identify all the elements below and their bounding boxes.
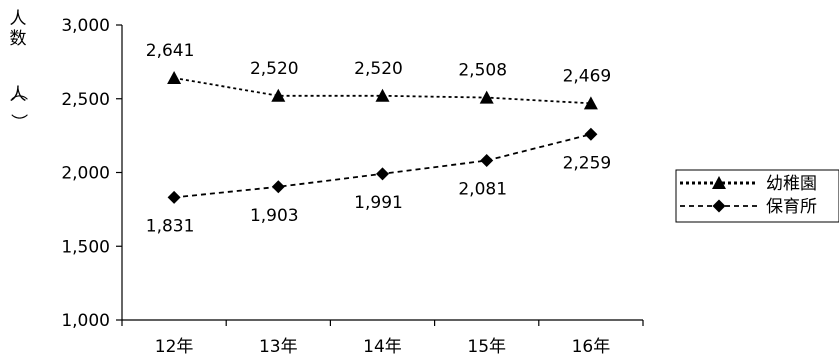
data-label: 2,259 xyxy=(563,153,612,173)
svg-text:人: 人 xyxy=(10,85,27,105)
triangle-marker xyxy=(167,70,182,84)
y-axis-title: 人 数 （ 人 ） xyxy=(8,9,28,131)
x-tick-label: 16年 xyxy=(572,337,611,357)
svg-text:数: 数 xyxy=(10,29,27,49)
legend-diamond-icon xyxy=(712,199,726,213)
y-tick-label: 3,000 xyxy=(61,16,110,36)
x-tick-label: 14年 xyxy=(363,337,402,357)
y-tick-label: 2,000 xyxy=(61,164,110,184)
data-label: 2,081 xyxy=(458,180,507,200)
data-label: 2,520 xyxy=(250,59,299,79)
series-line xyxy=(174,133,592,199)
legend-label: 幼稚園 xyxy=(766,174,817,194)
diamond-marker xyxy=(480,154,494,168)
data-label: 2,641 xyxy=(146,41,195,61)
data-label: 2,520 xyxy=(354,59,403,79)
svg-text:（: （ xyxy=(8,84,28,101)
y-tick-label: 1,000 xyxy=(61,311,110,331)
legend-triangle-icon xyxy=(712,176,726,189)
triangle-marker xyxy=(479,90,494,104)
diamond-marker xyxy=(584,127,598,141)
data-label: 1,831 xyxy=(146,216,195,236)
series-layer: 2,641 2,520 2,520 2,508 2,469 1,831 1,903 1,991… xyxy=(146,41,611,236)
series-保育所: 1,831 1,903 1,991 2,081 2,259 xyxy=(146,127,612,236)
legend-label: 保育所 xyxy=(766,197,817,217)
data-label: 2,508 xyxy=(458,61,507,81)
series-幼稚園: 2,641 2,520 2,520 2,508 2,469 xyxy=(146,41,612,110)
y-ticks: 1,000 1,500 2,000 2,500 3,000 xyxy=(61,16,122,331)
svg-text:人: 人 xyxy=(10,9,27,29)
triangle-marker xyxy=(375,88,390,102)
x-ticks: 12年 13年 14年 15年 16年 xyxy=(121,320,644,357)
y-tick-label: 2,500 xyxy=(61,90,110,110)
x-tick-label: 15年 xyxy=(467,337,506,357)
diamond-marker xyxy=(376,167,389,181)
triangle-marker xyxy=(271,88,286,102)
diamond-marker xyxy=(167,190,181,204)
legend-frame xyxy=(675,169,839,223)
series-line xyxy=(173,77,591,105)
y-tick-label: 1,500 xyxy=(61,237,110,257)
data-label: 2,469 xyxy=(563,66,612,86)
svg-text:）: ） xyxy=(8,114,28,131)
diamond-marker xyxy=(271,180,285,194)
x-tick-label: 13年 xyxy=(259,337,298,357)
triangle-marker xyxy=(583,96,598,110)
data-label: 1,991 xyxy=(354,193,403,213)
data-label: 1,903 xyxy=(250,206,299,226)
x-tick-label: 12年 xyxy=(155,337,194,357)
